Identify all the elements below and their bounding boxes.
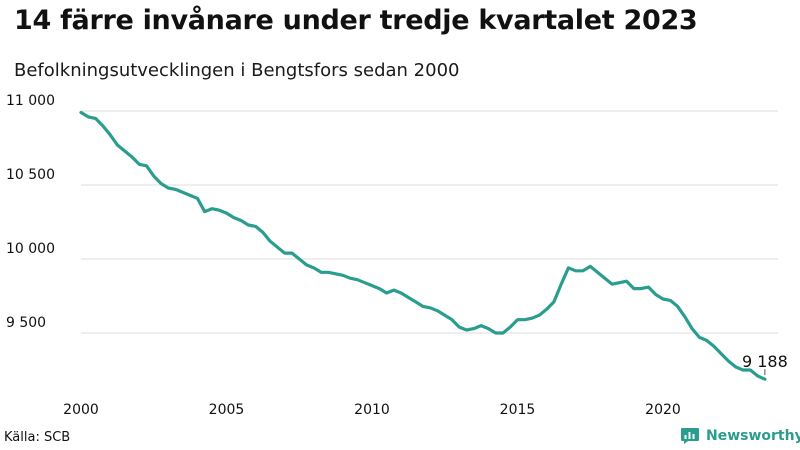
x-tick-label: 2010 <box>354 402 390 418</box>
annotations: 9 188 <box>742 352 788 376</box>
page-title: 14 färre invånare under tredje kvartalet… <box>14 5 698 36</box>
x-tick-label: 2005 <box>209 402 245 418</box>
newsworthy-logo: Newsworthy <box>680 427 800 445</box>
last-value-label: 9 188 <box>742 352 788 371</box>
x-tick-label: 2000 <box>63 402 99 418</box>
source-note: Källa: SCB <box>4 430 71 445</box>
y-tick-label: 10 000 <box>6 241 55 257</box>
series-lines <box>79 110 767 381</box>
series-line <box>79 110 767 381</box>
x-tick-label: 2020 <box>645 402 681 418</box>
y-tick-label: 11 000 <box>6 93 55 109</box>
chart-subtitle: Befolkningsutvecklingen i Bengtsfors sed… <box>14 60 460 81</box>
x-axis-ticks: 2000 2005 2010 2015 2020 <box>63 402 681 418</box>
newsworthy-logo-icon <box>681 428 699 444</box>
x-tick-label: 2015 <box>500 402 536 418</box>
brand-name: Newsworthy <box>706 428 800 444</box>
gridlines <box>81 110 778 334</box>
line-chart: 9 500 10 000 10 500 11 000 2000 2005 2010 2015… <box>6 93 788 418</box>
y-tick-label: 9 500 <box>6 315 46 331</box>
y-tick-label: 10 500 <box>6 167 55 183</box>
y-axis-ticks: 9 500 10 000 10 500 11 000 <box>6 93 55 331</box>
